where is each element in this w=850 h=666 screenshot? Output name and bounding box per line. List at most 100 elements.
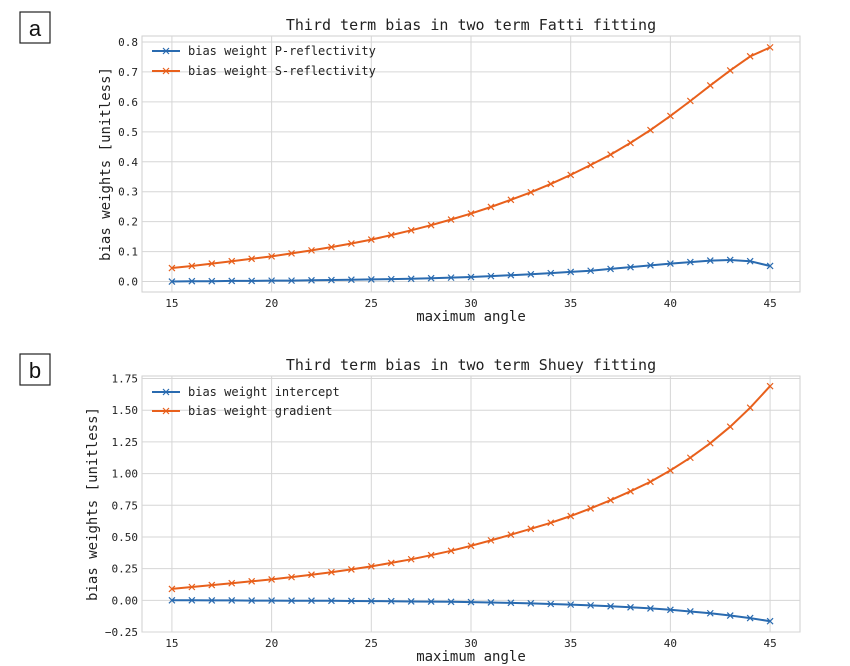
data-point-marker	[686, 97, 694, 105]
data-point-marker	[188, 277, 196, 285]
panel-label-a-text: a	[29, 16, 42, 41]
data-point-marker	[288, 249, 295, 257]
legend-label-s-reflectivity: bias weight S-reflectivity	[188, 64, 376, 78]
y-tick-label: 0.50	[112, 531, 139, 544]
data-point-marker	[228, 597, 236, 604]
data-point-marker	[288, 277, 295, 285]
data-point-marker	[487, 536, 495, 544]
data-point-marker	[367, 562, 375, 570]
data-point-marker	[168, 585, 176, 593]
y-tick-label: 0.2	[118, 216, 138, 229]
data-point-marker	[507, 531, 515, 539]
data-point-marker	[447, 598, 455, 606]
panel-label-b: b	[19, 353, 51, 386]
data-point-marker	[248, 277, 256, 285]
data-point-marker	[607, 602, 615, 610]
data-point-marker	[268, 252, 276, 260]
data-point-marker	[327, 243, 335, 251]
panel-label-a: a	[19, 11, 51, 44]
data-point-marker	[487, 203, 495, 211]
data-point-marker	[168, 264, 176, 272]
x-tick-label: 35	[564, 637, 577, 650]
data-point-marker	[587, 601, 595, 609]
y-tick-label: 1.25	[112, 436, 139, 449]
data-point-marker	[547, 519, 555, 527]
data-point-marker	[347, 240, 355, 247]
data-point-marker	[467, 542, 475, 550]
series-lines-shuey	[168, 382, 774, 625]
data-point-marker	[746, 404, 754, 412]
data-point-marker	[527, 525, 535, 533]
y-tick-label: 0.0	[118, 276, 138, 289]
y-axis-label-fatti: bias weights [unitless]	[98, 67, 114, 261]
data-point-marker	[387, 597, 395, 605]
data-point-marker	[327, 568, 335, 576]
chart-shuey: 15 20 25 30 35 40 45 −0.25 0.00 0.25 0.50 0.75 1.00…	[85, 356, 801, 665]
data-point-marker	[467, 210, 475, 217]
data-point-marker	[766, 43, 774, 51]
y-tick-label: 1.50	[112, 404, 139, 417]
data-point-marker	[647, 478, 654, 486]
data-point-marker	[308, 571, 315, 579]
data-point-marker	[547, 600, 555, 608]
legend-marker	[162, 407, 170, 415]
data-point-marker	[407, 598, 415, 605]
data-point-marker	[766, 617, 774, 625]
data-point-marker	[427, 551, 435, 559]
x-tick-label: 30	[464, 297, 477, 310]
data-point-marker	[706, 257, 714, 264]
data-point-marker	[587, 505, 595, 512]
chart-title-shuey: Third term bias in two term Shuey fittin…	[286, 356, 656, 374]
data-point-marker	[268, 277, 276, 285]
data-point-marker	[607, 151, 615, 158]
data-point-marker	[248, 597, 256, 604]
x-tick-label: 25	[365, 297, 378, 310]
data-point-marker	[447, 216, 455, 223]
data-point-marker	[168, 596, 176, 604]
data-point-marker	[347, 565, 355, 573]
data-point-marker	[647, 605, 654, 612]
data-point-marker	[308, 276, 315, 284]
data-point-marker	[607, 496, 615, 504]
data-point-marker	[686, 258, 694, 266]
data-point-marker	[567, 512, 575, 520]
data-point-marker	[627, 603, 634, 611]
data-point-marker	[407, 555, 415, 563]
y-tick-label: 0.25	[112, 563, 139, 576]
data-point-marker	[367, 597, 375, 605]
data-point-marker	[407, 226, 415, 234]
data-point-marker	[746, 257, 754, 265]
data-point-marker	[706, 439, 714, 447]
x-tick-label: 20	[265, 297, 278, 310]
data-point-marker	[208, 597, 216, 604]
data-point-marker	[527, 599, 535, 607]
data-point-marker	[726, 612, 734, 619]
x-ticks-fatti: 15 20 25 30 35 40 45	[165, 297, 776, 310]
data-point-marker	[666, 466, 674, 474]
data-point-marker	[288, 597, 295, 605]
data-point-marker	[686, 608, 694, 615]
data-point-marker	[208, 260, 216, 267]
y-tick-label: 0.4	[118, 156, 138, 169]
x-ticks-shuey: 15 20 25 30 35 40 45	[165, 637, 776, 650]
legend-label-p-reflectivity: bias weight P-reflectivity	[188, 44, 376, 58]
data-point-marker	[746, 52, 754, 60]
data-point-marker	[208, 581, 216, 589]
x-tick-label: 15	[165, 297, 178, 310]
data-point-marker	[706, 609, 714, 617]
data-point-marker	[627, 139, 634, 147]
data-point-marker	[666, 606, 674, 614]
y-tick-label: 0.1	[118, 246, 138, 259]
data-point-marker	[447, 547, 455, 555]
data-point-marker	[327, 276, 335, 284]
legend-shuey: bias weight intercept bias weight gradie…	[152, 385, 340, 418]
data-point-marker	[347, 276, 355, 284]
data-point-marker	[327, 597, 335, 605]
data-point-marker	[607, 265, 615, 273]
y-tick-label: 0.8	[118, 36, 138, 49]
y-tick-label: −0.25	[105, 626, 138, 639]
x-tick-label: 15	[165, 637, 178, 650]
data-point-marker	[627, 487, 634, 495]
data-point-marker	[627, 263, 634, 271]
